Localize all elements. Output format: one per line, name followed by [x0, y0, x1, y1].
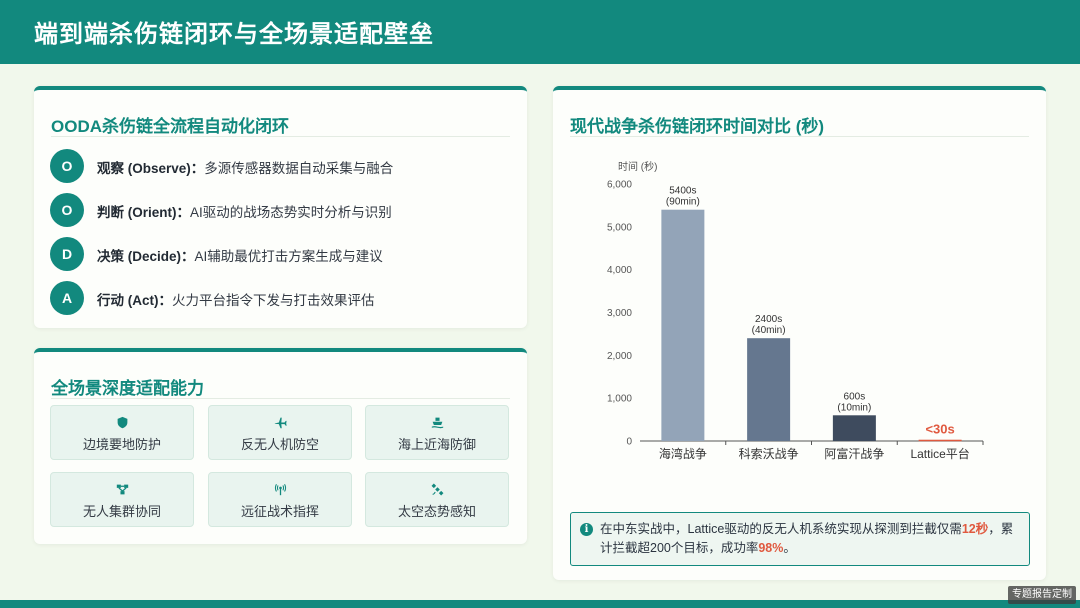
ooda-item-desc: AI驱动的战场态势实时分析与识别	[190, 205, 392, 220]
y-tick-label: 0	[626, 437, 632, 448]
y-tick-label: 2,000	[607, 351, 632, 362]
info-text-part: ，累计拦截超200个目标，成功率	[600, 522, 1014, 555]
ship-icon	[366, 416, 508, 430]
capability-space-awareness: 太空态势感知	[365, 472, 509, 527]
y-tick-label: 1,000	[607, 394, 632, 405]
ooda-item-decide: D 决策 (Decide)：AI辅助最优打击方案生成与建议	[50, 237, 520, 273]
bar-chart: 时间 (秒) 0 1,000 2,000 3,000 4,000 5,000 6,000 海湾战…	[607, 160, 984, 461]
ooda-title: OODA杀伤链全流程自动化闭环	[51, 117, 289, 136]
info-text-part: 在中东实战中，Lattice驱动的反无人机系统实现从探测到拦截仅需	[600, 522, 962, 536]
satellite-icon	[366, 483, 508, 497]
bar	[918, 439, 962, 442]
y-tick-label: 5,000	[607, 222, 632, 233]
watermark: 专题报告定制	[1008, 586, 1076, 604]
ooda-item-text: 行动 (Act)：火力平台指令下发与打击效果评估	[97, 289, 375, 309]
y-axis-label: 时间 (秒)	[618, 160, 657, 173]
bar	[832, 415, 876, 441]
data-label: 600s	[844, 391, 866, 402]
ooda-item-orient: O 判断 (Orient)：AI驱动的战场态势实时分析与识别	[50, 193, 520, 229]
ooda-letter-badge: O	[50, 193, 84, 227]
capability-border-defense: 边境要地防护	[50, 405, 194, 460]
info-text-part: 。	[783, 541, 796, 555]
capabilities-title: 全场景深度适配能力	[51, 379, 204, 398]
data-label: <30s	[925, 422, 954, 437]
info-callout: i 在中东实战中，Lattice驱动的反无人机系统实现从探测到拦截仅需12秒，累…	[570, 512, 1030, 566]
ooda-letter-badge: A	[50, 281, 84, 315]
y-tick-label: 6,000	[607, 180, 632, 191]
ooda-item-text: 决策 (Decide)：AI辅助最优打击方案生成与建议	[97, 245, 383, 265]
ooda-item-text: 判断 (Orient)：AI驱动的战场态势实时分析与识别	[97, 201, 392, 221]
capability-label: 反无人机防空	[240, 437, 319, 452]
info-highlight-time: 12秒	[961, 522, 989, 536]
y-tick-label: 3,000	[607, 308, 632, 319]
capability-label: 边境要地防护	[82, 437, 161, 452]
capability-label: 无人集群协同	[82, 504, 161, 519]
page-header: 端到端杀伤链闭环与全场景适配壁垒	[0, 0, 1080, 64]
bar	[661, 209, 705, 441]
x-tick-label: 科索沃战争	[739, 447, 799, 461]
capability-label: 远征战术指挥	[240, 504, 319, 519]
chart-card: 现代战争杀伤链闭环时间对比 (秒) 时间 (秒) 0 1,000 2,000 3,000…	[553, 86, 1046, 580]
ooda-item-name: 判断 (Orient)：	[97, 205, 190, 220]
data-label: (10min)	[837, 402, 871, 413]
data-label: 5400s	[669, 186, 696, 197]
capabilities-divider	[51, 398, 510, 399]
capability-label: 海上近海防御	[397, 437, 476, 452]
ooda-card: OODA杀伤链全流程自动化闭环 O 观察 (Observe)：多源传感器数据自动…	[34, 86, 527, 328]
info-highlight-rate: 98%	[758, 541, 784, 555]
ooda-letter-badge: D	[50, 237, 84, 271]
capability-swarm-coordination: 无人集群协同	[50, 472, 194, 527]
ooda-item-observe: O 观察 (Observe)：多源传感器数据自动采集与融合	[50, 149, 520, 185]
chart-divider	[570, 136, 1029, 137]
ooda-letter-badge: O	[50, 149, 84, 183]
data-label: (40min)	[752, 325, 786, 336]
capability-expeditionary-command: 远征战术指挥	[208, 472, 352, 527]
page-title: 端到端杀伤链闭环与全场景适配壁垒	[34, 21, 434, 48]
capability-label: 太空态势感知	[397, 504, 476, 519]
ooda-item-desc: AI辅助最优打击方案生成与建议	[194, 249, 383, 264]
plane-icon	[209, 416, 351, 430]
ooda-item-act: A 行动 (Act)：火力平台指令下发与打击效果评估	[50, 281, 520, 317]
capabilities-card: 全场景深度适配能力 边境要地防护 反无人机防空 海上近海防御 无人集群协同 远征…	[34, 348, 527, 544]
network-icon	[51, 483, 193, 497]
x-tick-label: 阿富汗战争	[824, 446, 884, 461]
ooda-divider	[51, 136, 510, 137]
info-icon: i	[580, 523, 593, 536]
ooda-item-name: 决策 (Decide)：	[97, 249, 195, 264]
capability-counter-uav: 反无人机防空	[208, 405, 352, 460]
shield-icon	[51, 416, 193, 430]
data-label: (90min)	[666, 197, 700, 208]
ooda-item-text: 观察 (Observe)：多源传感器数据自动采集与融合	[97, 157, 393, 177]
antenna-icon	[209, 483, 351, 497]
data-label: 2400s	[755, 314, 782, 325]
y-tick-label: 4,000	[607, 265, 632, 276]
x-tick-label: Lattice平台	[910, 446, 969, 461]
footer-bar	[0, 600, 1080, 608]
ooda-item-name: 观察 (Observe)：	[97, 161, 205, 176]
ooda-item-desc: 多源传感器数据自动采集与融合	[204, 161, 394, 176]
info-text: 在中东实战中，Lattice驱动的反无人机系统实现从探测到拦截仅需12秒，累计拦…	[600, 520, 1023, 558]
x-tick-label: 海湾战争	[659, 446, 707, 461]
bar	[747, 338, 791, 441]
ooda-item-desc: 火力平台指令下发与打击效果评估	[172, 293, 375, 308]
ooda-item-name: 行动 (Act)：	[97, 293, 172, 308]
chart-title: 现代战争杀伤链闭环时间对比 (秒)	[570, 117, 825, 136]
capability-maritime-defense: 海上近海防御	[365, 405, 509, 460]
